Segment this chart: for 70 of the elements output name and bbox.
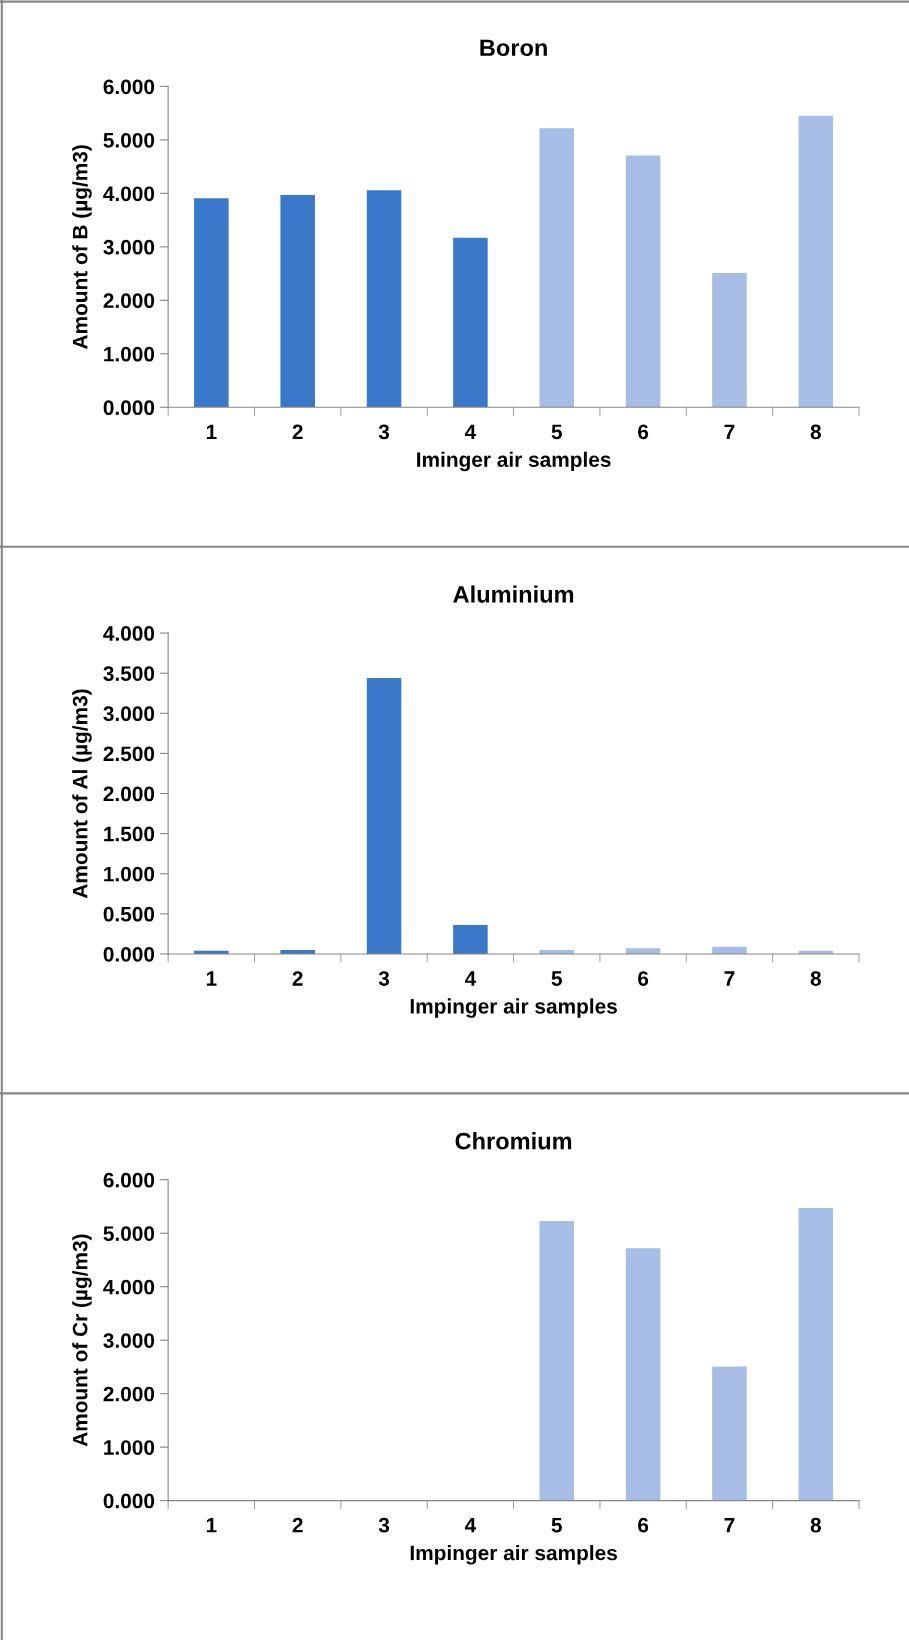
x-tick-label: 2 (292, 971, 303, 986)
y-tick-label: 2.000 (103, 786, 155, 802)
y-tick-label: 2.000 (103, 293, 155, 309)
bar (798, 1208, 834, 1501)
y-tick-label: 1.500 (104, 826, 155, 842)
x-tick-label: 5 (551, 1518, 562, 1533)
y-tick-label: 6.000 (103, 79, 155, 95)
bar (539, 128, 575, 408)
chart-title: Aluminium (453, 585, 574, 603)
x-tick-label: 1 (206, 424, 217, 440)
x-tick-label: 4 (464, 424, 477, 440)
x-tick-label: 7 (724, 424, 735, 440)
bar (625, 155, 661, 408)
x-axis-title: Impinger air samples (410, 1545, 617, 1565)
y-tick-label: 0.000 (103, 1493, 155, 1509)
bar (194, 198, 229, 408)
y-tick-label: 1.000 (104, 1440, 155, 1455)
x-tick-label: 1 (206, 971, 217, 986)
bar (712, 273, 747, 408)
y-axis-title: Amount of Al (µg/m3) (72, 689, 92, 899)
chart-title: Boron (480, 39, 547, 57)
x-tick-label: 6 (638, 971, 649, 986)
chart-title: Chromium (455, 1132, 572, 1150)
bar (712, 1366, 747, 1501)
x-tick-label: 3 (378, 971, 390, 986)
x-tick-label: 5 (551, 971, 562, 986)
bar (625, 1248, 661, 1501)
y-axis-title: Amount of B (µg/m3) (72, 145, 92, 349)
x-tick-label: 8 (810, 971, 821, 986)
y-tick-label: 0.000 (103, 400, 155, 416)
x-tick-label: 5 (551, 424, 562, 440)
x-tick-label: 8 (810, 1517, 821, 1533)
y-tick-label: 4.000 (103, 626, 155, 641)
x-tick-label: 6 (638, 424, 649, 440)
y-tick-label: 1.000 (104, 866, 155, 882)
x-tick-label: 4 (464, 971, 477, 986)
bar (366, 678, 402, 954)
y-tick-label: 0.000 (103, 946, 155, 962)
x-tick-label: 4 (464, 1518, 477, 1533)
x-tick-label: 2 (292, 424, 303, 440)
bar (453, 925, 488, 954)
x-tick-label: 6 (638, 1517, 649, 1533)
y-tick-label: 4.000 (103, 1279, 155, 1295)
y-tick-label: 2.000 (103, 1386, 155, 1402)
y-tick-label: 4.000 (103, 186, 155, 202)
y-tick-label: 3.500 (103, 666, 155, 681)
x-tick-label: 3 (378, 1517, 390, 1533)
x-axis-title: Impinger air samples (410, 998, 617, 1018)
bar (453, 237, 488, 408)
x-tick-label: 7 (724, 1518, 735, 1533)
y-tick-label: 5.000 (103, 1226, 155, 1241)
x-tick-label: 3 (378, 424, 390, 440)
x-tick-label: 2 (292, 1517, 303, 1533)
bar (366, 190, 402, 408)
bar (280, 194, 315, 408)
y-tick-label: 3.000 (103, 706, 155, 722)
x-axis-title: Iminger air samples (417, 451, 611, 472)
y-tick-label: 2.500 (103, 746, 155, 762)
y-tick-label: 3.000 (103, 1333, 155, 1348)
y-tick-label: 5.000 (103, 132, 155, 148)
x-tick-label: 1 (206, 1518, 217, 1533)
y-tick-label: 1.000 (104, 346, 155, 362)
x-tick-label: 8 (810, 424, 821, 440)
y-axis-title: Amount of Cr (µg/m3) (72, 1234, 92, 1447)
y-tick-label: 6.000 (103, 1172, 155, 1188)
y-tick-label: 3.000 (103, 239, 155, 255)
bar (798, 115, 834, 408)
x-tick-label: 7 (724, 971, 735, 986)
bar (539, 1220, 575, 1501)
y-tick-label: 0.500 (103, 906, 155, 922)
